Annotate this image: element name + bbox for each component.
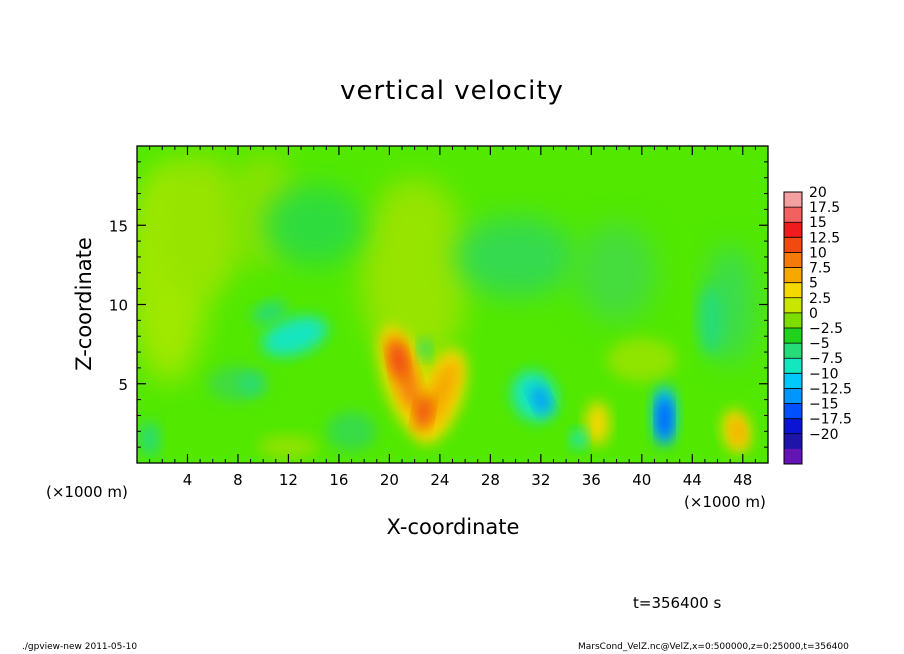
colorbar-band [784,267,802,284]
footer-program-date: ./gpview-new 2011-05-10 [22,642,138,652]
y-tick-label: 5 [118,376,128,394]
colorbar-label: 5 [809,276,818,292]
x-tick-label: 12 [279,471,298,489]
colorbar-label: 0 [809,306,818,322]
x-tick-label: 24 [430,471,449,489]
colorbar-band [784,297,802,314]
field-blob-0 [261,316,328,357]
field-blob-1 [252,301,287,324]
colorbar-band [784,222,802,238]
colorbar-band [784,418,802,435]
y-tick-label: 10 [109,297,128,315]
colorbar-label: 12.5 [809,230,840,246]
field-blob-7 [389,342,407,378]
x-tick-label: 32 [531,471,550,489]
field-blob-2 [238,373,263,394]
x-axis: 4 8 12 16 20 24 28 32 36 40 44 48 [149,146,756,489]
colorbar-band [784,403,802,420]
colorbar-band [784,207,802,223]
colorbar-label: −17.5 [809,412,852,428]
x-tick-label: 16 [329,471,348,489]
colorbar-label: −20 [809,427,839,443]
field-blob-13 [570,429,587,450]
x-unit-label-right: (×1000 m) [684,493,766,511]
colorbar-label: 20 [809,185,827,201]
colorbar-label: 7.5 [809,261,831,277]
colorbar-band [784,433,802,450]
chart-title: vertical velocity [340,76,564,106]
field-blob-17 [730,417,746,446]
field-blob-11 [531,385,551,414]
y-axis-label: Z-coordinate [72,237,96,371]
x-tick-label: 4 [183,471,193,489]
colorbar: 2017.51512.5107.552.50−2.5−5−7.5−10−12.5… [783,185,852,465]
colorbar-label: 2.5 [809,291,831,307]
velocity-field [137,154,756,460]
field-blob-bg-11 [606,337,677,382]
x-tick-label: 20 [380,471,399,489]
field-blob-8 [414,394,432,431]
colorbar-band [784,312,802,329]
field-blob-9 [418,338,431,359]
colorbar-band [784,282,802,299]
colorbar-label: −7.5 [809,351,843,367]
field-blob-bg-8 [326,411,377,452]
field-blob-bg-10 [258,435,319,460]
x-tick-label: 44 [683,471,702,489]
x-tick-label: 36 [582,471,601,489]
colorbar-label: 15 [809,215,827,231]
colorbar-band [784,328,802,344]
x-tick-label: 28 [481,471,500,489]
x-tick-label: 48 [733,471,752,489]
field-blob-bg-1 [155,155,246,296]
field-blob-bg-12 [699,285,724,356]
colorbar-label: −2.5 [809,321,843,337]
colorbar-band [784,192,802,208]
field-blob-bg-5 [455,216,576,297]
y-tick-label: 15 [109,217,128,235]
time-label: t=356400 s [633,594,722,612]
colorbar-band [784,358,802,374]
colorbar-label: −5 [809,336,830,352]
colorbar-band [784,373,802,389]
field-blob-bg-3 [359,177,470,368]
colorbar-label: 10 [809,245,827,261]
x-tick-label: 40 [632,471,651,489]
footer-data-source: MarsCond_VelZ.nc@VelZ,x=0:500000,z=0:250… [578,642,849,652]
x-unit-label-left: (×1000 m) [46,483,128,501]
colorbar-band [784,343,802,359]
field-blob-6 [424,359,459,427]
field-blob-bg-13 [139,421,160,458]
colorbar-label: −15 [809,397,839,413]
field-blob-12 [585,401,610,446]
field-blob-bg-4 [263,185,364,266]
colorbar-band [784,388,802,405]
colorbar-band [784,237,802,253]
colorbar-label: 17.5 [809,200,840,216]
colorbar-label: −12.5 [809,381,852,397]
x-axis-label: X-coordinate [386,515,520,539]
colorbar-label: −10 [809,366,839,382]
y-axis: 5 10 15 [109,161,768,448]
x-tick-label: 8 [233,471,243,489]
colorbar-band [784,448,802,465]
colorbar-band [784,252,802,269]
field-blob-15 [657,396,672,441]
field-blob-bg-6 [576,222,657,323]
